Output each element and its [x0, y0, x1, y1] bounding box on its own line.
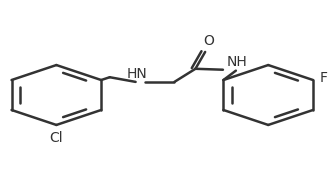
Text: Cl: Cl	[50, 131, 63, 145]
Text: O: O	[203, 34, 214, 48]
Text: NH: NH	[226, 55, 247, 69]
Text: F: F	[319, 71, 327, 85]
Text: HN: HN	[127, 67, 148, 81]
